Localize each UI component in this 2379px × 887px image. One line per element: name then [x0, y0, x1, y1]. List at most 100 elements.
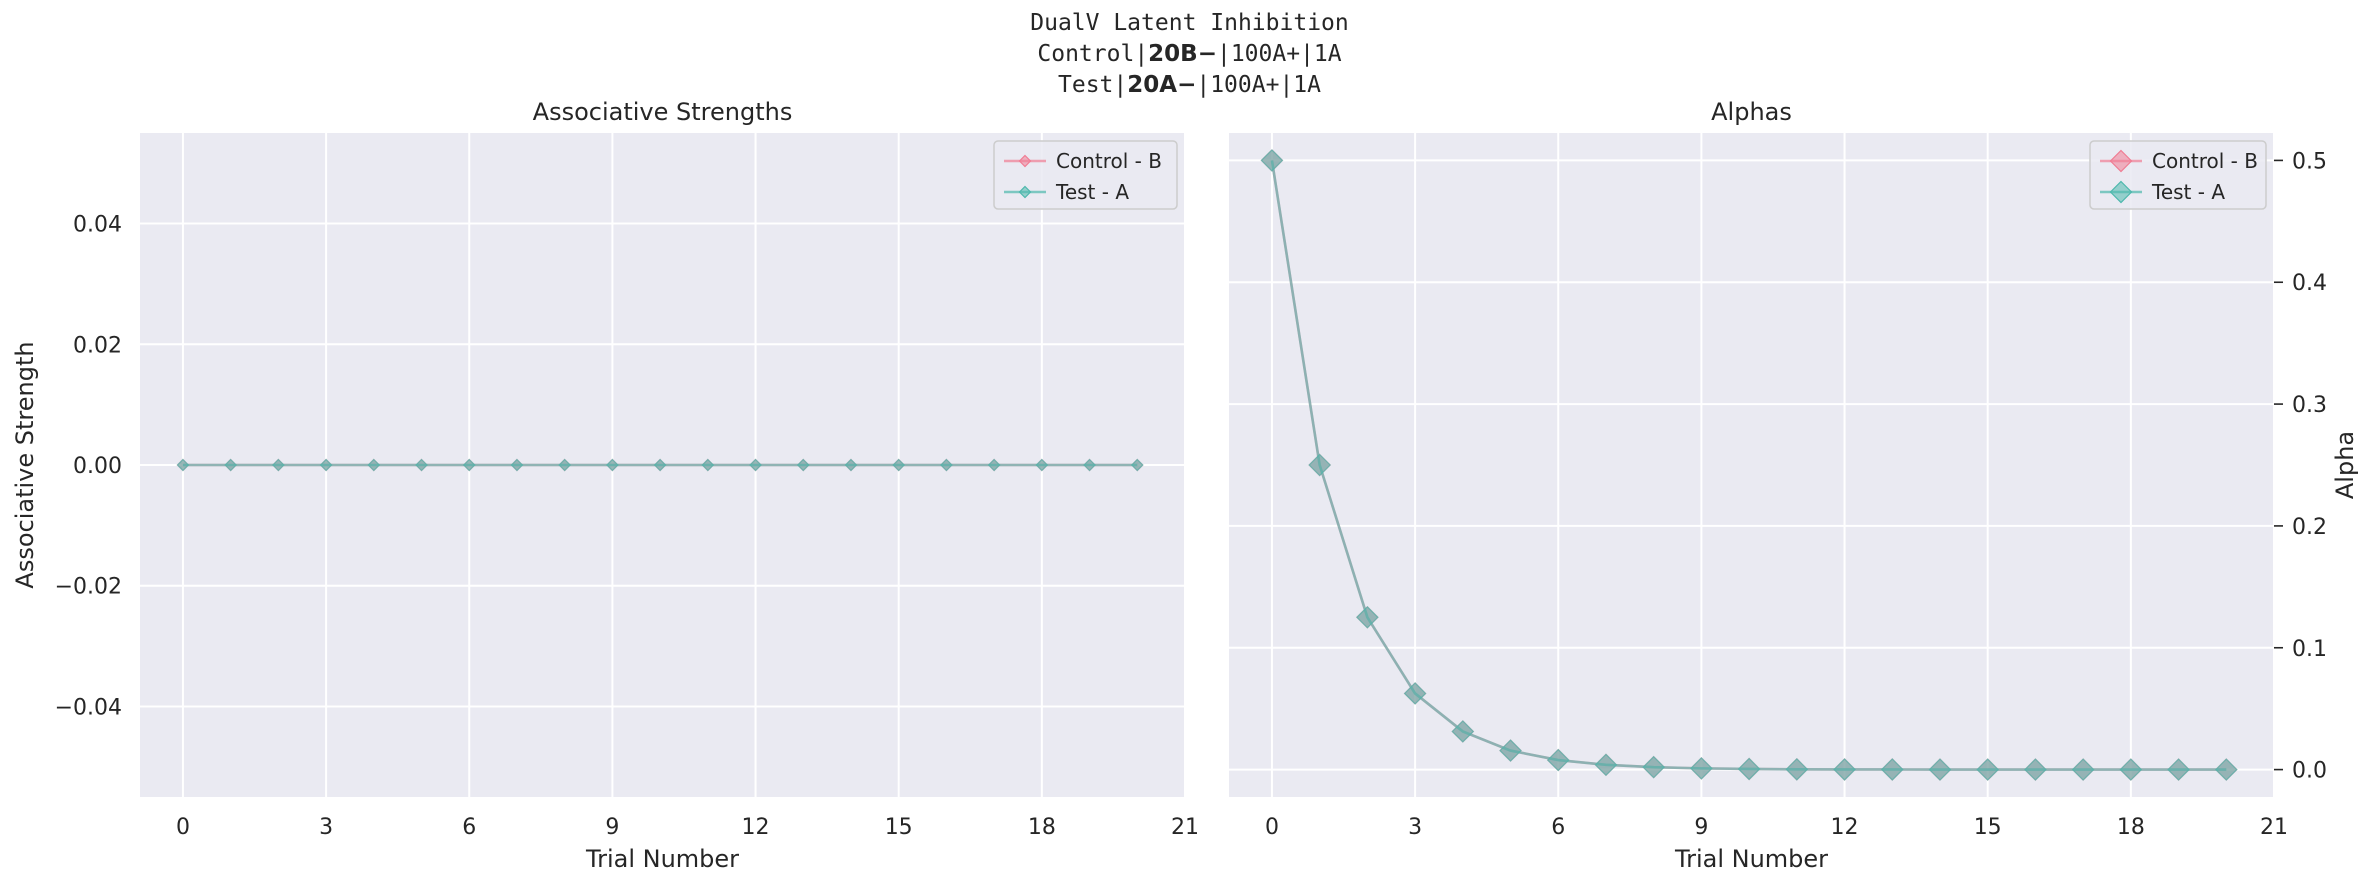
suptitle-line-3-bold: 20A−: [1127, 72, 1197, 98]
x-tick-label: 12: [742, 815, 770, 840]
data-point: [796, 458, 810, 472]
y-tick-label: 0.5: [2292, 149, 2327, 174]
data-point: [1690, 757, 1713, 780]
figure-suptitle: DualV Latent Inhibition Control|20B−|100…: [0, 8, 2379, 101]
data-point: [1356, 605, 1379, 629]
x-tick-label: 3: [319, 815, 333, 840]
data-point: [1130, 458, 1144, 472]
x-axis-label: Trial Number: [585, 845, 739, 873]
y-axis-label: Alpha: [2331, 431, 2359, 499]
legend-label: Test - A: [1055, 180, 1129, 204]
suptitle-line-2-prefix: Control|: [1037, 41, 1149, 67]
suptitle-line-2-bold: 20B−: [1148, 41, 1217, 67]
data-point: [1035, 458, 1049, 472]
data-point: [653, 458, 667, 472]
y-tick-label: −0.04: [55, 695, 122, 720]
series-test-a: [1260, 149, 2238, 781]
data-point: [176, 458, 190, 472]
legend-label: Control - B: [2152, 149, 2258, 173]
data-point: [844, 458, 858, 472]
data-point: [892, 458, 906, 472]
suptitle-line-2-suffix: |100A+|1A: [1216, 41, 1342, 67]
data-point: [2024, 758, 2047, 781]
x-tick-label: 9: [605, 815, 619, 840]
x-tick-label: 21: [1171, 815, 1199, 840]
data-point: [701, 458, 715, 472]
data-point: [510, 458, 524, 472]
suptitle-line-1: DualV Latent Inhibition: [1030, 10, 1349, 36]
series-test-a: [176, 458, 1144, 472]
x-tick-label: 6: [462, 815, 476, 840]
data-point: [1083, 458, 1096, 472]
data-point: [606, 458, 619, 472]
data-point: [2214, 758, 2238, 781]
x-tick-label: 9: [1694, 815, 1708, 840]
y-tick-label: 0.3: [2292, 393, 2327, 418]
x-tick-label: 6: [1551, 815, 1565, 840]
data-point: [1737, 757, 1761, 781]
legend: Control - B Test - A: [2089, 140, 2267, 210]
y-tick-label: 0.2: [2292, 515, 2327, 540]
data-point: [1403, 682, 1427, 705]
chart-panel-1: 0 3 6 9 12 15 18 21 0.04 0.02 0.00 −0.02 −0.04 Associ…: [11, 98, 1199, 873]
legend-label: Test - A: [2151, 180, 2225, 204]
suptitle-line-3-suffix: |100A+|1A: [1196, 72, 1321, 98]
data-point: [1546, 748, 1570, 772]
data-point: [558, 458, 572, 472]
chart-panel-2: 0 3 6 9 12 15 18 21 0.5 0.4 0.3 0.2 0.1 0.0 Alphas Tria…: [1229, 98, 2359, 873]
data-point: [1880, 758, 1904, 781]
data-point: [415, 458, 428, 472]
data-point: [1928, 758, 1952, 781]
y-tick-label: −0.02: [55, 575, 122, 600]
data-point: [1976, 758, 2000, 781]
data-point: [1785, 757, 1809, 781]
legend-swatch-marker: [1018, 154, 1032, 168]
chart-title: Associative Strengths: [533, 98, 793, 126]
data-point: [2119, 758, 2143, 781]
chart-title: Alphas: [1711, 98, 1792, 126]
suptitle-line-3-prefix: Test|: [1058, 72, 1128, 98]
y-tick-label: 0.02: [73, 333, 122, 358]
plot-area: [1229, 133, 2274, 797]
x-tick-label: 3: [1408, 815, 1422, 840]
data-point: [2167, 758, 2190, 781]
suptitle-line-3: Test|20A−|100A+|1A: [0, 70, 2379, 101]
data-point: [367, 458, 381, 472]
x-tick-label: 15: [885, 815, 913, 840]
y-tick-label: 0.1: [2292, 637, 2327, 662]
data-point: [462, 458, 476, 472]
data-point: [1642, 755, 1666, 779]
y-tick-label: 0.4: [2292, 271, 2327, 296]
x-tick-label: 18: [2117, 815, 2145, 840]
data-point: [272, 458, 285, 472]
x-axis-label: Trial Number: [1674, 845, 1828, 873]
x-tick-label: 15: [1974, 815, 2002, 840]
data-point: [1499, 739, 1522, 762]
data-point: [749, 458, 762, 472]
data-point: [224, 458, 238, 472]
data-point: [1260, 149, 1284, 172]
y-axis-label: Associative Strength: [11, 341, 39, 588]
x-tick-label: 18: [1028, 815, 1056, 840]
y-tick-label: 0.04: [73, 213, 122, 238]
data-point: [940, 458, 953, 472]
x-tick-label: 0: [176, 815, 190, 840]
legend-swatch-marker: [2109, 180, 2133, 204]
y-tick-label: 0.00: [73, 454, 122, 479]
data-point: [1451, 720, 1475, 743]
x-tick-label: 12: [1831, 815, 1859, 840]
data-point: [987, 458, 1001, 472]
x-tick-label: 0: [1265, 815, 1279, 840]
legend-swatch-marker: [1018, 185, 1032, 199]
data-point: [1308, 453, 1332, 477]
y-tick-label: 0.0: [2292, 759, 2327, 784]
legend-label: Control - B: [1056, 149, 1162, 173]
legend: Control - B Test - A: [993, 140, 1178, 210]
data-point: [319, 458, 333, 472]
data-point: [2071, 758, 2095, 781]
x-tick-label: 21: [2260, 815, 2288, 840]
data-point: [1594, 753, 1618, 777]
legend-swatch-marker: [2109, 149, 2133, 173]
data-point: [1833, 758, 1856, 781]
